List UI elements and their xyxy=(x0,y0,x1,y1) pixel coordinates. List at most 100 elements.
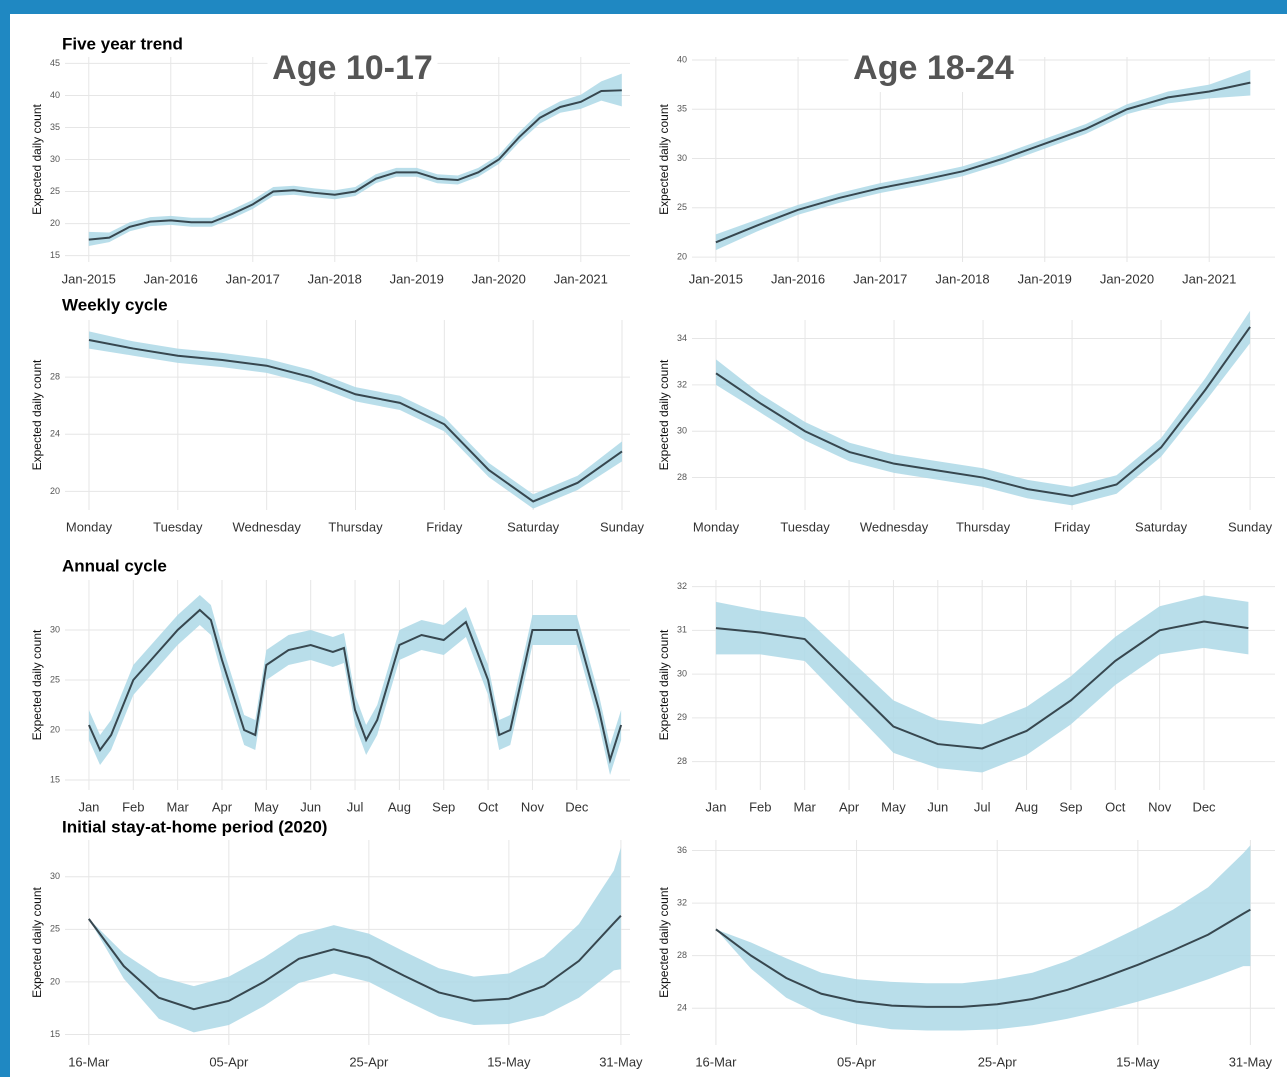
x-tick-label: 25-Apr xyxy=(978,1054,1018,1069)
y-tick-label: 20 xyxy=(50,976,60,986)
y-tick-label: 45 xyxy=(50,58,60,68)
trend-line xyxy=(715,620,1249,750)
y-tick-label: 31 xyxy=(677,625,687,635)
confidence-band xyxy=(88,847,621,1033)
x-tick-label: Jul xyxy=(974,799,991,814)
trend-line xyxy=(88,915,622,1011)
x-tick-label: Jan-2018 xyxy=(935,271,989,286)
y-tick-label: 32 xyxy=(677,581,687,591)
trend-line xyxy=(715,908,1251,1008)
y-tick-label: 20 xyxy=(50,218,60,228)
x-tick-label: Aug xyxy=(1015,799,1038,814)
x-tick-label: Oct xyxy=(1105,799,1126,814)
y-tick-label: 15 xyxy=(50,250,60,260)
x-tick-label: Feb xyxy=(122,799,144,814)
x-tick-label: Jan-2020 xyxy=(1100,271,1154,286)
x-tick-label: Mar xyxy=(166,799,189,814)
annotation-background xyxy=(267,48,438,92)
x-tick-label: Jan-2016 xyxy=(144,271,198,286)
y-tick-label: 30 xyxy=(50,871,60,881)
y-tick-label: 35 xyxy=(677,104,687,114)
y-axis-label: Expected daily count xyxy=(30,629,44,740)
y-axis-label: Expected daily count xyxy=(657,629,671,740)
x-tick-label: Jan-2018 xyxy=(308,271,362,286)
x-tick-label: Saturday xyxy=(1135,519,1188,534)
x-tick-label: Wednesday xyxy=(232,519,301,534)
trend-line xyxy=(715,326,1251,498)
confidence-band xyxy=(715,595,1249,773)
x-tick-label: Jan-2017 xyxy=(853,271,907,286)
x-tick-label: Oct xyxy=(478,799,499,814)
y-tick-label: 30 xyxy=(50,154,60,164)
confidence-band xyxy=(715,845,1251,1031)
x-tick-label: 15-May xyxy=(1116,1054,1160,1069)
chart-title: Five year trend xyxy=(62,34,183,53)
x-tick-label: Thursday xyxy=(956,519,1011,534)
y-tick-label: 35 xyxy=(50,122,60,132)
age-group-label: Age 18-24 xyxy=(853,49,1014,87)
trend-line xyxy=(88,89,622,241)
x-tick-label: Jan-2015 xyxy=(62,271,116,286)
confidence-band xyxy=(716,310,1251,506)
chart-title: Initial stay-at-home period (2020) xyxy=(62,817,327,836)
y-tick-label: 25 xyxy=(50,674,60,684)
x-tick-label: Wednesday xyxy=(860,519,929,534)
y-tick-label: 30 xyxy=(677,668,687,678)
y-tick-label: 24 xyxy=(677,1003,687,1013)
trend-line xyxy=(715,81,1251,244)
x-tick-label: Jan xyxy=(705,799,726,814)
y-tick-label: 24 xyxy=(50,429,60,439)
y-tick-label: 28 xyxy=(677,756,687,766)
x-tick-label: Jan-2016 xyxy=(771,271,825,286)
chart-title: Weekly cycle xyxy=(62,295,168,314)
x-tick-label: Nov xyxy=(521,799,545,814)
x-tick-label: Tuesday xyxy=(780,519,830,534)
y-tick-label: 25 xyxy=(677,202,687,212)
y-tick-label: 32 xyxy=(677,379,687,389)
chart-title: Annual cycle xyxy=(62,556,167,575)
confidence-band xyxy=(88,331,623,509)
y-tick-label: 30 xyxy=(677,426,687,436)
y-tick-label: 15 xyxy=(50,774,60,784)
y-tick-label: 20 xyxy=(677,251,687,261)
x-tick-label: Jan-2019 xyxy=(390,271,444,286)
x-tick-label: May xyxy=(881,799,906,814)
x-tick-label: 15-May xyxy=(487,1054,531,1069)
y-tick-label: 28 xyxy=(50,372,60,382)
left-bar xyxy=(0,0,10,1077)
y-tick-label: 40 xyxy=(50,90,60,100)
y-tick-label: 40 xyxy=(677,54,687,64)
trend-line xyxy=(88,339,623,503)
x-tick-label: 31-May xyxy=(599,1054,643,1069)
y-axis-label: Expected daily count xyxy=(30,103,44,214)
x-tick-label: Sunday xyxy=(600,519,645,534)
x-tick-label: Friday xyxy=(1054,519,1091,534)
y-tick-label: 30 xyxy=(50,624,60,634)
x-tick-label: Mar xyxy=(794,799,817,814)
x-tick-label: Dec xyxy=(1192,799,1216,814)
y-tick-label: 32 xyxy=(677,897,687,907)
x-tick-label: 25-Apr xyxy=(349,1054,389,1069)
x-tick-label: Tuesday xyxy=(153,519,203,534)
x-tick-label: Feb xyxy=(749,799,771,814)
x-tick-label: Apr xyxy=(212,799,233,814)
top-bar xyxy=(0,0,1287,14)
x-tick-label: Jan-2015 xyxy=(689,271,743,286)
age-group-label: Age 10-17 xyxy=(272,49,433,87)
x-tick-label: Jan xyxy=(78,799,99,814)
y-axis-label: Expected daily count xyxy=(30,359,44,470)
x-tick-label: Sep xyxy=(1059,799,1082,814)
x-tick-label: Jan-2017 xyxy=(226,271,280,286)
y-axis-label: Expected daily count xyxy=(30,886,44,997)
x-tick-label: 16-Mar xyxy=(68,1054,110,1069)
trend-line xyxy=(88,608,623,764)
y-tick-label: 28 xyxy=(677,950,687,960)
x-tick-label: Jun xyxy=(300,799,321,814)
x-tick-label: Nov xyxy=(1148,799,1172,814)
y-tick-label: 20 xyxy=(50,486,60,496)
y-tick-label: 29 xyxy=(677,712,687,722)
x-tick-label: 05-Apr xyxy=(837,1054,877,1069)
y-tick-label: 34 xyxy=(677,333,687,343)
